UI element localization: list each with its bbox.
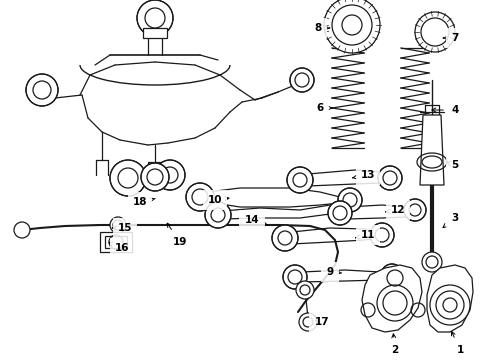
Text: 4: 4 — [432, 105, 459, 115]
Text: 11: 11 — [355, 230, 375, 240]
Circle shape — [422, 252, 442, 272]
Text: 15: 15 — [113, 223, 132, 233]
Circle shape — [137, 0, 173, 36]
Circle shape — [110, 217, 126, 233]
Circle shape — [404, 199, 426, 221]
Circle shape — [26, 74, 58, 106]
Text: 7: 7 — [443, 33, 459, 43]
Text: 2: 2 — [392, 334, 399, 355]
Text: 5: 5 — [446, 160, 459, 170]
Circle shape — [370, 223, 394, 247]
Circle shape — [415, 12, 455, 52]
Text: 19: 19 — [167, 223, 187, 247]
Circle shape — [186, 183, 214, 211]
Text: 17: 17 — [315, 317, 329, 327]
Text: 16: 16 — [109, 242, 129, 253]
Circle shape — [205, 202, 231, 228]
Circle shape — [338, 188, 362, 212]
Polygon shape — [100, 232, 132, 252]
Circle shape — [14, 222, 30, 238]
Text: 14: 14 — [245, 215, 268, 225]
Circle shape — [283, 265, 307, 289]
Text: 18: 18 — [133, 197, 155, 207]
Circle shape — [272, 225, 298, 251]
Circle shape — [377, 285, 413, 321]
Circle shape — [381, 264, 403, 286]
Text: 6: 6 — [317, 103, 332, 113]
Circle shape — [299, 313, 317, 331]
Circle shape — [287, 167, 313, 193]
Circle shape — [290, 68, 314, 92]
Circle shape — [155, 160, 185, 190]
Circle shape — [378, 166, 402, 190]
Polygon shape — [420, 115, 444, 185]
Circle shape — [296, 281, 314, 299]
Text: 3: 3 — [443, 213, 459, 228]
Circle shape — [430, 285, 470, 325]
Polygon shape — [427, 265, 473, 332]
Text: 1: 1 — [451, 332, 464, 355]
Circle shape — [328, 201, 352, 225]
Text: 9: 9 — [326, 267, 342, 277]
Circle shape — [110, 160, 146, 196]
Polygon shape — [362, 265, 422, 332]
Text: 13: 13 — [353, 170, 375, 180]
Circle shape — [141, 163, 169, 191]
Text: 8: 8 — [315, 23, 330, 33]
Polygon shape — [143, 28, 167, 38]
Text: 12: 12 — [386, 205, 405, 215]
Polygon shape — [105, 236, 127, 248]
Text: 10: 10 — [208, 195, 229, 205]
Circle shape — [324, 0, 380, 53]
